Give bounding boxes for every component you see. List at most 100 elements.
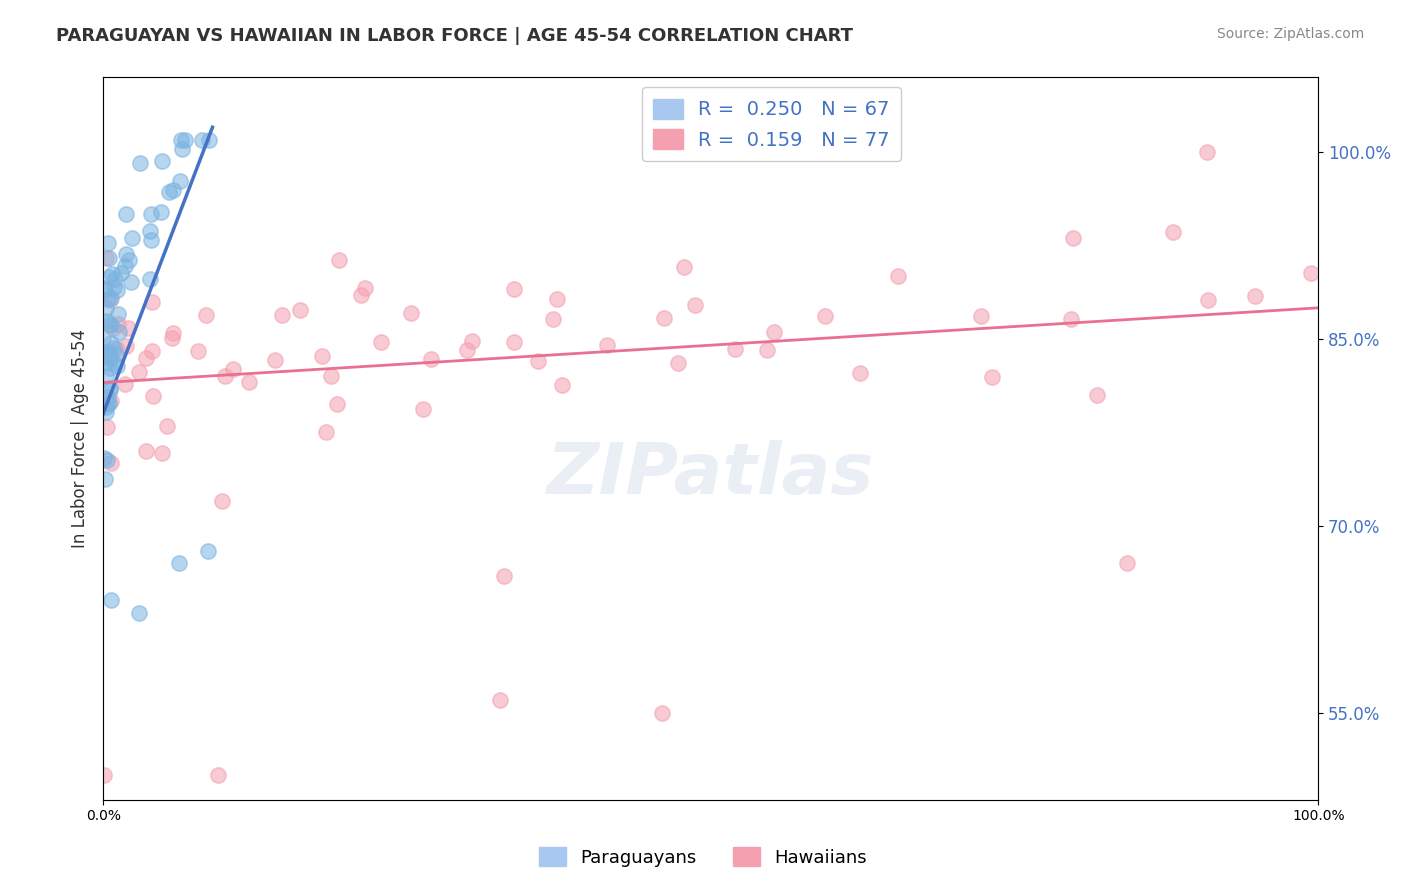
Point: [105, 342, 128, 356]
Point: [93, 349, 115, 363]
Point: [672, 260, 695, 275]
Point: [101, 320, 124, 334]
Point: [150, 446, 173, 460]
Point: [135, 444, 157, 458]
Point: [162, 183, 184, 197]
Point: [104, 347, 127, 361]
Y-axis label: In Labor Force | Age 45-54: In Labor Force | Age 45-54: [72, 329, 89, 548]
Point: [93, 346, 115, 360]
Point: [100, 318, 122, 332]
Point: [141, 234, 163, 248]
Point: [128, 365, 150, 379]
Point: [550, 378, 572, 392]
Point: [264, 353, 287, 368]
Point: [980, 369, 1002, 384]
Point: [173, 133, 195, 147]
Point: [96, 401, 118, 415]
Point: [115, 206, 138, 220]
Point: [98, 395, 121, 409]
Text: Source: ZipAtlas.com: Source: ZipAtlas.com: [1216, 27, 1364, 41]
Point: [150, 204, 173, 219]
Point: [93, 331, 115, 345]
Point: [170, 133, 193, 147]
Point: [97, 390, 120, 404]
Point: [1115, 556, 1137, 570]
Point: [321, 368, 343, 383]
Point: [172, 142, 194, 156]
Legend: R =  0.250   N = 67, R =  0.159   N = 77: R = 0.250 N = 67, R = 0.159 N = 77: [641, 87, 901, 161]
Point: [1062, 230, 1084, 244]
Point: [100, 335, 122, 350]
Point: [1301, 266, 1323, 280]
Point: [107, 317, 129, 331]
Point: [98, 270, 121, 285]
Point: [93, 344, 115, 359]
Point: [96, 420, 118, 434]
Point: [541, 311, 564, 326]
Point: [93, 768, 115, 782]
Point: [169, 174, 191, 188]
Point: [100, 593, 122, 607]
Point: [160, 331, 183, 345]
Point: [194, 308, 217, 322]
Point: [103, 356, 125, 370]
Point: [167, 556, 190, 570]
Point: [546, 293, 568, 307]
Point: [502, 282, 524, 296]
Point: [370, 335, 392, 350]
Point: [326, 397, 349, 411]
Point: [502, 335, 524, 350]
Point: [420, 352, 443, 367]
Point: [98, 383, 121, 397]
Point: [135, 351, 157, 365]
Point: [461, 334, 484, 348]
Point: [98, 381, 121, 395]
Text: PARAGUAYAN VS HAWAIIAN IN LABOR FORCE | AGE 45-54 CORRELATION CHART: PARAGUAYAN VS HAWAIIAN IN LABOR FORCE | …: [56, 27, 853, 45]
Text: ZIPatlas: ZIPatlas: [547, 441, 875, 509]
Point: [763, 325, 786, 339]
Point: [1243, 289, 1265, 303]
Point: [1195, 145, 1218, 160]
Point: [350, 288, 373, 302]
Point: [1197, 293, 1219, 307]
Point: [652, 311, 675, 326]
Point: [97, 397, 120, 411]
Legend: Paraguayans, Hawaiians: Paraguayans, Hawaiians: [531, 840, 875, 874]
Point: [150, 153, 173, 168]
Point: [100, 394, 122, 409]
Point: [94, 472, 117, 486]
Point: [141, 344, 163, 359]
Point: [683, 298, 706, 312]
Point: [222, 362, 245, 376]
Point: [456, 343, 478, 358]
Point: [197, 133, 219, 147]
Point: [162, 326, 184, 341]
Point: [96, 301, 118, 316]
Point: [139, 224, 162, 238]
Point: [1161, 225, 1184, 239]
Point: [142, 389, 165, 403]
Point: [526, 353, 548, 368]
Point: [107, 308, 129, 322]
Point: [187, 343, 209, 358]
Point: [96, 252, 118, 266]
Point: [117, 321, 139, 335]
Point: [651, 706, 673, 720]
Point: [118, 252, 141, 267]
Point: [1087, 388, 1109, 402]
Point: [814, 309, 837, 323]
Point: [100, 291, 122, 305]
Point: [191, 133, 214, 147]
Point: [98, 360, 121, 375]
Point: [104, 271, 127, 285]
Point: [412, 401, 434, 416]
Point: [197, 543, 219, 558]
Point: [103, 280, 125, 294]
Point: [157, 186, 180, 200]
Point: [93, 281, 115, 295]
Point: [970, 309, 993, 323]
Point: [96, 313, 118, 327]
Point: [115, 339, 138, 353]
Point: [97, 348, 120, 362]
Point: [128, 606, 150, 620]
